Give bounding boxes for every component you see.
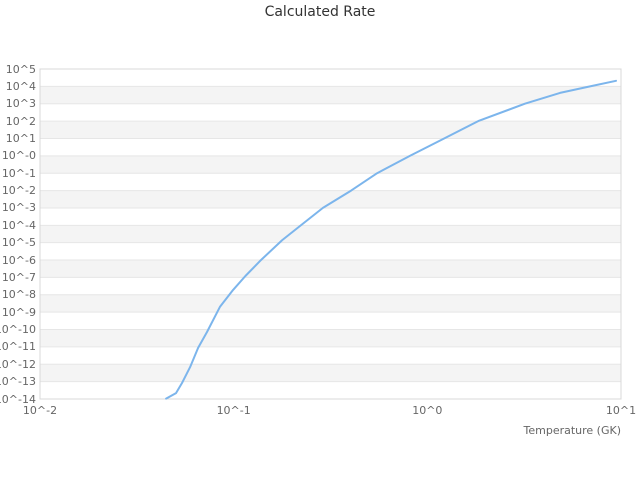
y-tick-label: 10^-11 bbox=[0, 340, 36, 354]
y-tick-label: 10^-1 bbox=[1, 166, 36, 180]
x-axis-title: Temperature (GK) bbox=[523, 424, 622, 437]
plot-band bbox=[40, 190, 621, 208]
y-tick-label: 10^-4 bbox=[1, 218, 36, 232]
chart-title: Calculated Rate bbox=[264, 4, 376, 20]
plot-band bbox=[40, 121, 621, 139]
y-tick-label: 10^-0 bbox=[1, 149, 36, 163]
x-tick-label: 10^-2 bbox=[22, 404, 58, 417]
y-tick-label: 10^-8 bbox=[1, 288, 36, 302]
plot-band bbox=[40, 86, 621, 104]
y-tick-label: 10^4 bbox=[5, 79, 36, 93]
plot-band bbox=[40, 364, 621, 382]
y-tick-label: 10^-7 bbox=[1, 270, 36, 284]
rate-series-line bbox=[165, 79, 617, 400]
y-tick-label: 10^-10 bbox=[0, 323, 36, 337]
x-tick-label: 10^1 bbox=[605, 404, 637, 417]
y-tick-label: 10^5 bbox=[5, 62, 36, 76]
y-tick-label: 10^-14 bbox=[0, 392, 36, 406]
y-tick-label: 10^2 bbox=[5, 114, 36, 128]
y-tick-label: 10^-2 bbox=[1, 184, 36, 198]
plot-band bbox=[40, 329, 621, 347]
y-tick-label: 10^-6 bbox=[1, 253, 36, 267]
y-tick-label: 10^-9 bbox=[1, 305, 36, 319]
plot-band bbox=[40, 260, 621, 278]
y-tick-label: 10^1 bbox=[5, 131, 36, 145]
y-tick-label: 10^3 bbox=[5, 97, 36, 111]
y-tick-label: 10^-12 bbox=[0, 357, 36, 371]
x-tick-label: 10^-1 bbox=[216, 404, 251, 417]
y-tick-label: 10^-5 bbox=[1, 236, 36, 250]
plot-border bbox=[39, 68, 622, 400]
plot-band bbox=[40, 294, 621, 313]
x-tick-label: 10^0 bbox=[412, 404, 443, 417]
y-tick-label: 10^-13 bbox=[0, 375, 36, 389]
plot-band bbox=[40, 155, 621, 174]
plot-band bbox=[40, 225, 621, 243]
y-tick-label: 10^-3 bbox=[1, 201, 36, 215]
